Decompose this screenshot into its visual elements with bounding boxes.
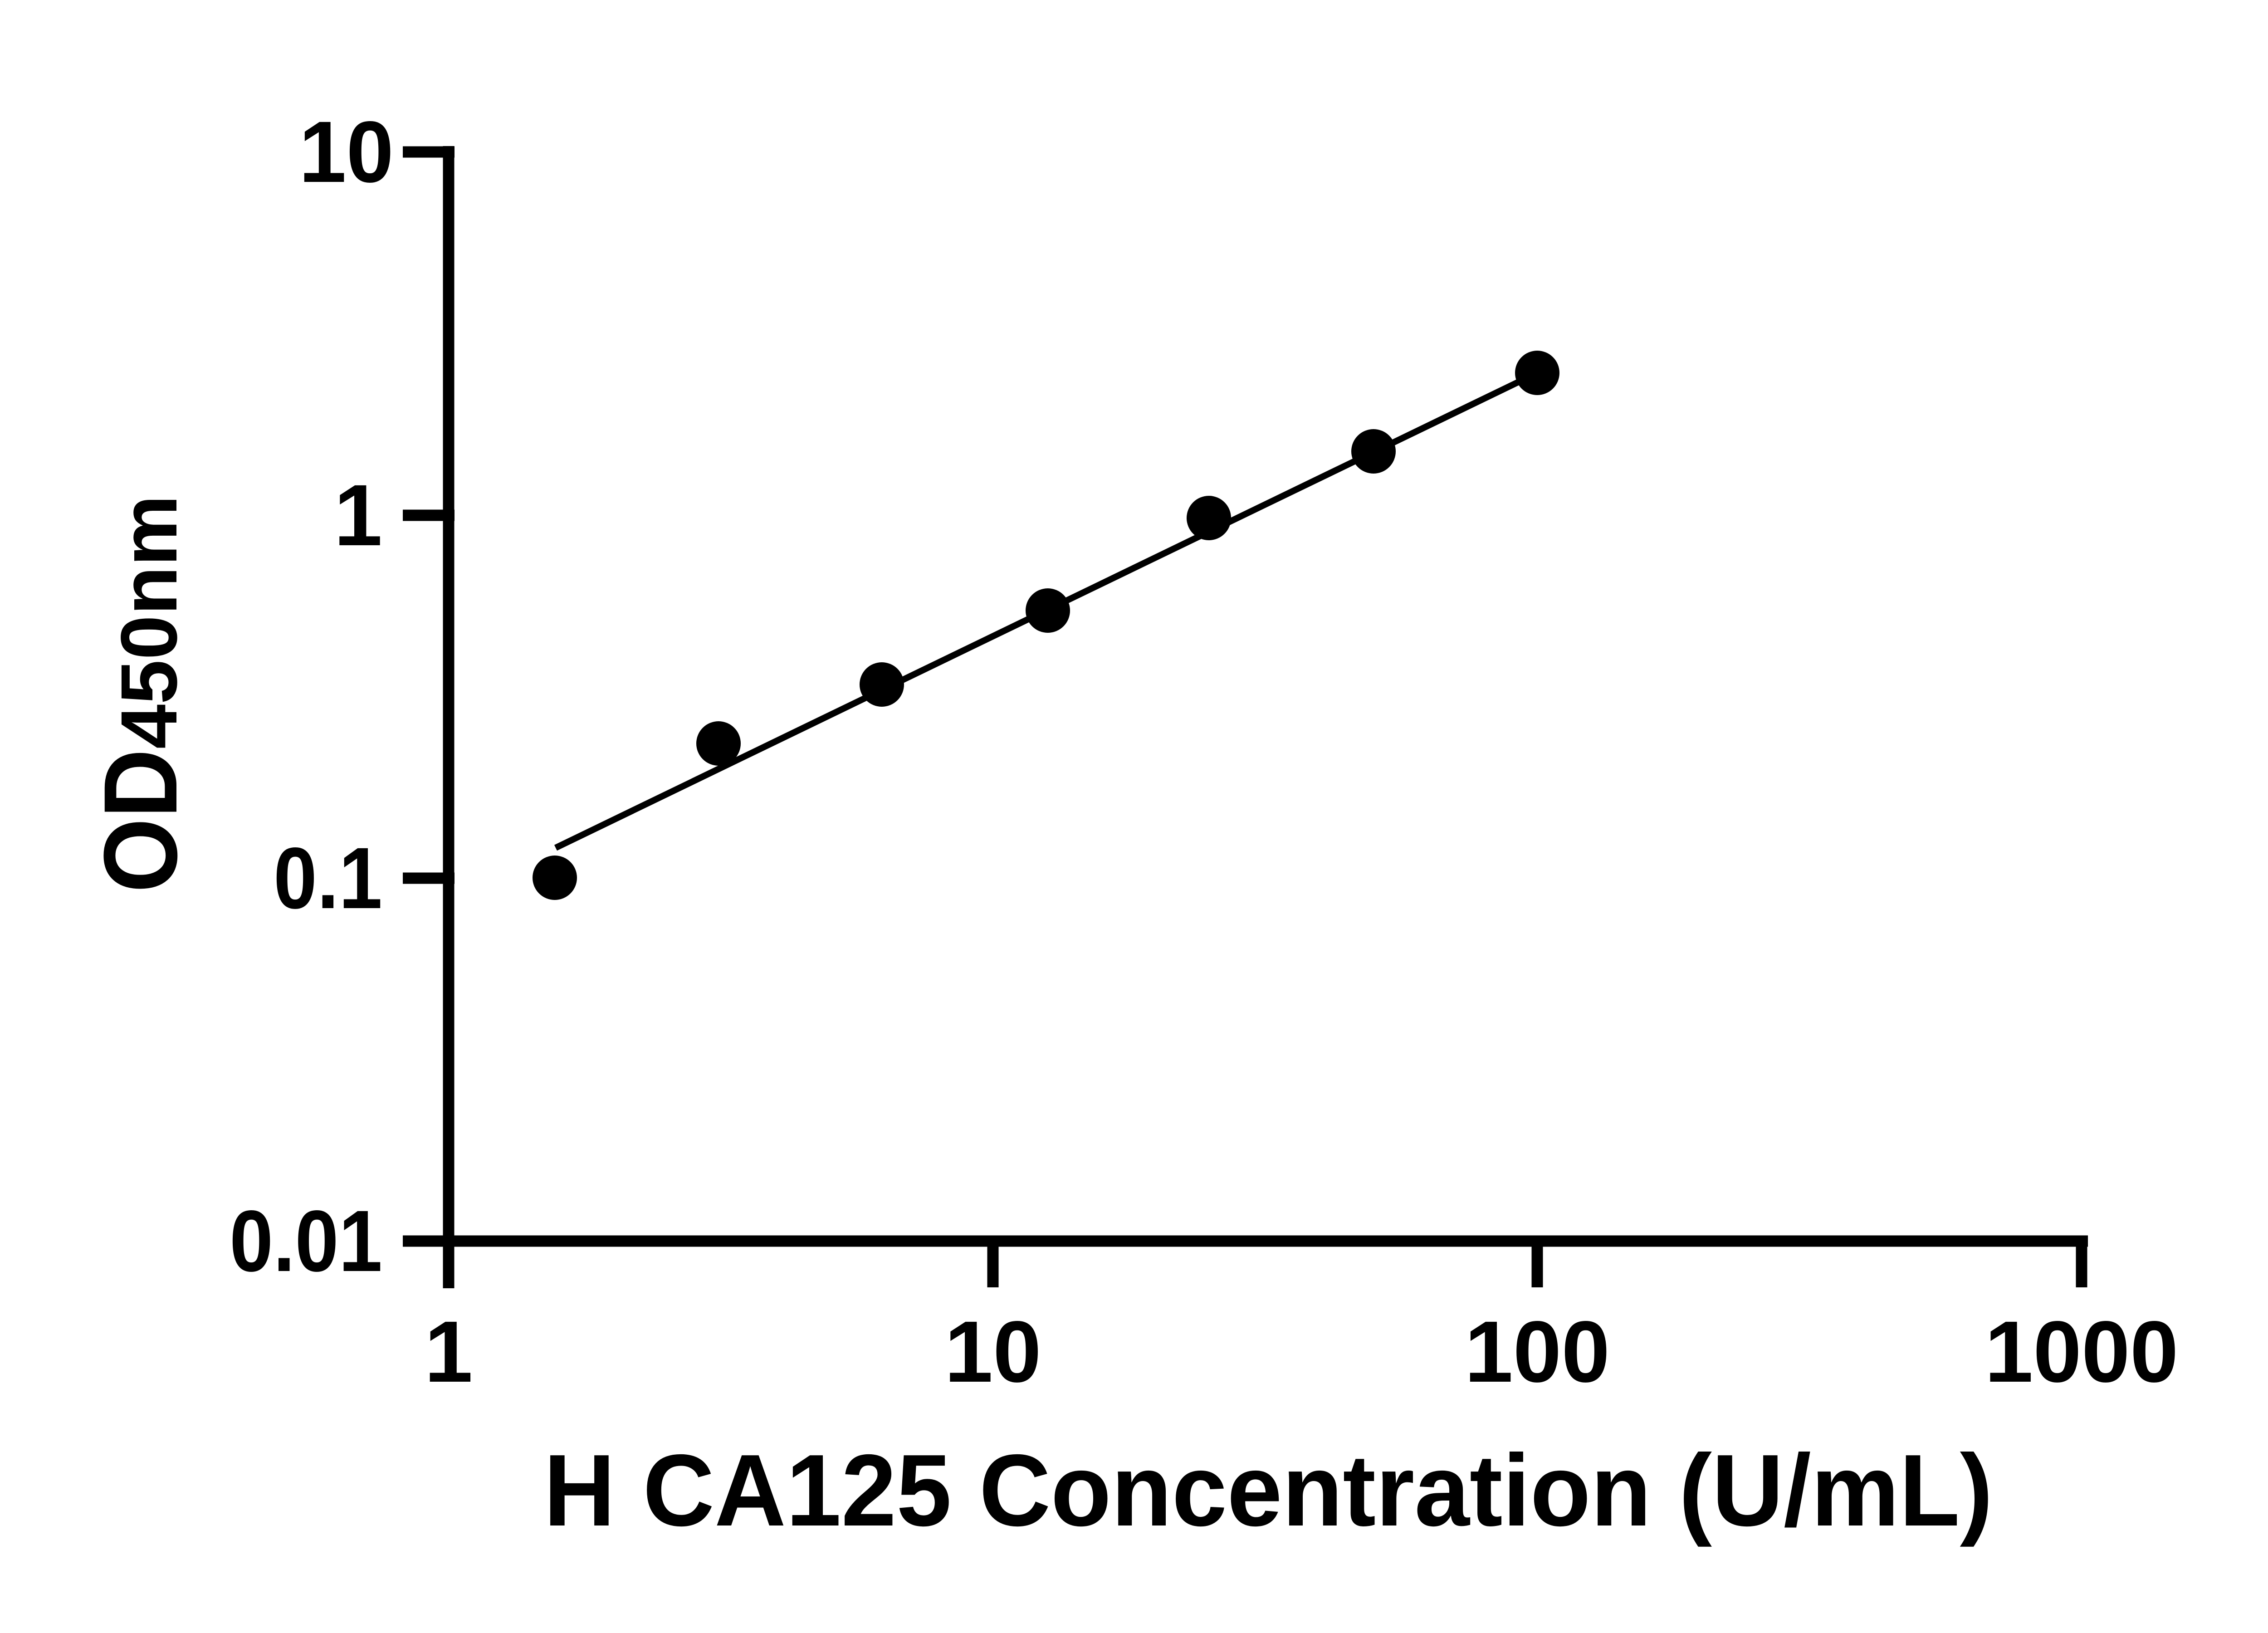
svg-text:450nm: 450nm [105, 495, 194, 749]
svg-text:10: 10 [299, 103, 394, 200]
svg-text:100: 100 [1465, 1303, 1610, 1400]
svg-text:H CA125 Concentration (U/mL): H CA125 Concentration (U/mL) [544, 1433, 1993, 1547]
svg-text:0.1: 0.1 [274, 829, 382, 927]
svg-text:1: 1 [425, 1303, 473, 1400]
svg-text:1000: 1000 [1984, 1303, 2178, 1400]
svg-text:0.01: 0.01 [230, 1192, 382, 1290]
svg-text:OD: OD [82, 749, 199, 893]
svg-text:10: 10 [944, 1303, 1041, 1400]
svg-text:1: 1 [334, 466, 382, 564]
